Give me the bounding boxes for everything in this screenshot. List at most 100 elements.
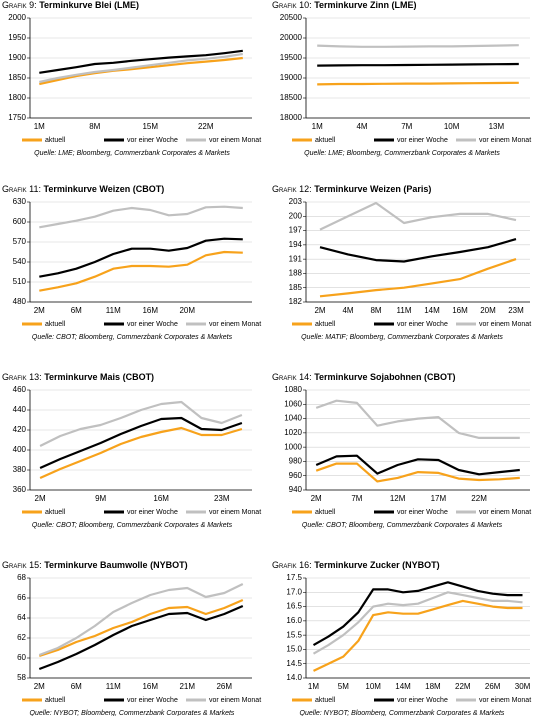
x-tick-label: 2M — [35, 494, 46, 503]
series-line — [39, 56, 243, 86]
series-line — [319, 258, 517, 298]
y-tick-label: 480 — [13, 297, 27, 306]
y-tick-label: 1800 — [8, 93, 26, 102]
x-tick-label: 16M — [142, 682, 158, 691]
legend-label: aktuell — [315, 137, 336, 144]
y-tick-label: 203 — [289, 197, 303, 206]
x-tick-label: 2M — [314, 306, 325, 315]
x-tick-label: 16M — [452, 306, 468, 315]
chart-title-text: Terminkurve Weizen (CBOT) — [44, 184, 165, 194]
legend-label: vor einem Monat — [479, 321, 531, 328]
x-tick-label: 10M — [444, 122, 460, 131]
y-tick-label: 420 — [13, 425, 27, 434]
x-tick-label: 26M — [485, 682, 501, 691]
y-tick-label: 510 — [13, 277, 27, 286]
series-line — [39, 237, 243, 278]
y-tick-label: 188 — [289, 269, 303, 278]
legend-label: vor einer Woche — [127, 509, 178, 516]
y-tick-label: 460 — [13, 385, 27, 394]
y-tick-label: 185 — [289, 283, 303, 292]
y-tick-label: 570 — [13, 237, 27, 246]
source: Quelle: MATIF; Bloomberg, Commerzbank Co… — [301, 334, 503, 341]
legend-label: vor einem Monat — [209, 137, 261, 144]
y-tick-label: 20000 — [280, 33, 303, 42]
legend-label: vor einem Monat — [479, 697, 531, 704]
y-tick-label: 194 — [289, 240, 303, 249]
y-tick-label: 1000 — [284, 442, 302, 451]
x-tick-label: 18M — [425, 682, 441, 691]
y-tick-label: 1060 — [284, 399, 302, 408]
y-tick-label: 66 — [17, 593, 26, 602]
legend-label: vor einer Woche — [397, 137, 448, 144]
chart-title: Grafik 14: Terminkurve Sojabohnen (CBOT) — [272, 372, 456, 382]
chart-title: Grafik 11: Terminkurve Weizen (CBOT) — [2, 184, 164, 194]
y-tick-label: 1040 — [284, 414, 302, 423]
y-tick-label: 182 — [289, 297, 303, 306]
x-tick-label: 23M — [508, 306, 524, 315]
y-tick-label: 200 — [289, 211, 303, 220]
legend-label: vor einer Woche — [397, 697, 448, 704]
legend-label: vor einem Monat — [479, 509, 531, 516]
x-tick-label: 20M — [480, 306, 496, 315]
y-tick-label: 400 — [13, 445, 27, 454]
y-tick-label: 440 — [13, 405, 27, 414]
x-tick-label: 23M — [214, 494, 230, 503]
source: Quelle: LME; Bloomberg, Commerzbank Corp… — [304, 150, 500, 157]
series-line — [39, 52, 243, 84]
y-tick-label: 1850 — [8, 73, 26, 82]
series-line — [312, 581, 523, 647]
chart-title-text: Terminkurve Mais (CBOT) — [44, 372, 154, 382]
x-tick-label: 1M — [308, 682, 319, 691]
series-line — [39, 426, 243, 480]
x-tick-label: 22M — [198, 122, 214, 131]
chart-label: Grafik 16: — [272, 560, 312, 570]
chart-title: Grafik 9: Terminkurve Blei (LME) — [2, 0, 139, 10]
y-tick-label: 62 — [17, 633, 26, 642]
series-line — [38, 583, 244, 657]
y-tick-label: 360 — [13, 485, 27, 494]
series-line — [315, 462, 520, 483]
chart-label: Grafik 14: — [272, 372, 312, 382]
source: Quelle: CBOT; Bloomberg, Commerzbank Cor… — [302, 522, 503, 529]
legend-label: vor einem Monat — [479, 137, 531, 144]
legend-label: vor einer Woche — [127, 137, 178, 144]
x-tick-label: 1M — [312, 122, 323, 131]
y-tick-label: 15.5 — [286, 630, 302, 639]
x-tick-label: 7M — [351, 494, 362, 503]
x-tick-label: 21M — [179, 682, 195, 691]
series-line — [38, 598, 244, 658]
chart-title-text: Terminkurve Weizen (Paris) — [314, 184, 431, 194]
source: Quelle: NYBOT; Bloomberg, Commerzbank Co… — [300, 710, 505, 716]
chart-title: Grafik 10: Terminkurve Zinn (LME) — [272, 0, 417, 10]
legend-label: vor einer Woche — [127, 697, 178, 704]
series-line — [317, 44, 519, 48]
chart-title-text: Terminkurve Blei (LME) — [39, 0, 139, 10]
x-tick-label: 8M — [89, 122, 100, 131]
x-tick-label: 26M — [216, 682, 232, 691]
series-line — [315, 399, 520, 439]
series-line — [312, 591, 523, 655]
x-tick-label: 14M — [424, 306, 440, 315]
chart-label: Grafik 10: — [272, 0, 312, 10]
x-tick-label: 17M — [431, 494, 447, 503]
legend-label: vor einem Monat — [209, 509, 261, 516]
series-line — [313, 599, 523, 672]
y-tick-label: 197 — [289, 226, 303, 235]
y-tick-label: 16.0 — [286, 616, 302, 625]
y-tick-label: 1900 — [8, 53, 26, 62]
y-tick-label: 380 — [13, 465, 27, 474]
y-tick-label: 68 — [17, 573, 26, 582]
x-tick-label: 6M — [71, 682, 82, 691]
y-tick-label: 17.0 — [286, 587, 302, 596]
x-tick-label: 11M — [106, 682, 121, 691]
legend-label: vor einem Monat — [209, 321, 261, 328]
chart-title-text: Terminkurve Baumwolle (NYBOT) — [44, 560, 187, 570]
y-tick-label: 16.5 — [286, 602, 302, 611]
x-tick-label: 6M — [71, 306, 82, 315]
y-tick-label: 19000 — [280, 73, 303, 82]
series-line — [317, 62, 519, 67]
legend-label: aktuell — [45, 137, 66, 144]
chart-label: Grafik 12: — [272, 184, 312, 194]
y-tick-label: 940 — [289, 485, 303, 494]
